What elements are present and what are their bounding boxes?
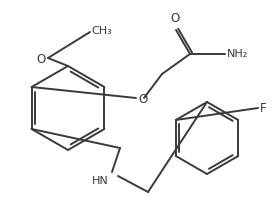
Text: O: O xyxy=(138,92,147,106)
Text: F: F xyxy=(260,101,267,114)
Text: CH₃: CH₃ xyxy=(91,26,112,36)
Text: O: O xyxy=(37,52,46,65)
Text: NH₂: NH₂ xyxy=(227,49,248,59)
Text: HN: HN xyxy=(92,176,109,186)
Text: O: O xyxy=(170,12,180,25)
